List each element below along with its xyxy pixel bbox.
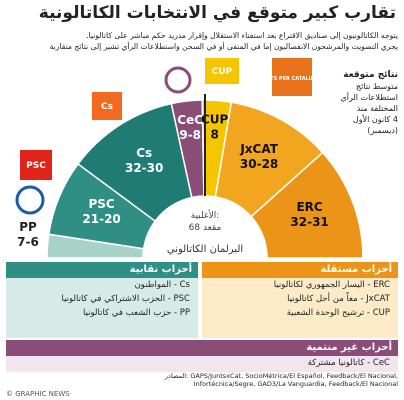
party-seats: 32-30 bbox=[125, 161, 163, 175]
majority-value: 68 مقعد bbox=[189, 223, 222, 233]
party-seats: 8 bbox=[210, 127, 218, 141]
credit: © GRAPHIC NEWS bbox=[6, 390, 70, 398]
party-name: JxCAT bbox=[239, 142, 278, 156]
sources: المصادر: GAPS/JuntsxCat, SocioMétrica/El… bbox=[165, 372, 398, 388]
party-logo bbox=[205, 58, 239, 84]
group-item: PSC - الحزب الاشتراكي في كاتالونيا bbox=[61, 294, 191, 304]
party-name: PP bbox=[19, 220, 37, 234]
group-heading: أحزاب مستقلة bbox=[202, 262, 398, 278]
party-seats: 32-31 bbox=[290, 215, 328, 229]
majority-label: الأغلبية: bbox=[191, 209, 220, 221]
seat-segment bbox=[250, 151, 364, 259]
party-logo bbox=[15, 185, 45, 215]
source-line: المصادر: GAPS/JuntsxCat, SocioMétrica/El… bbox=[164, 372, 398, 380]
title: تقارب كبير متوقع في الانتخابات الكاتالون… bbox=[38, 3, 396, 23]
group-heading: أحزاب غير منتمية bbox=[6, 340, 398, 356]
party-name: ERC bbox=[296, 200, 322, 214]
forecast-line: (ديسمبر) bbox=[367, 126, 398, 135]
parliament-chart: PP7-6PSC21-20PSCCs32-30CsCeC9-8CUP8CUPJx… bbox=[15, 58, 364, 259]
party-name: PSC bbox=[88, 197, 114, 211]
subtitle: يتوجه الكاتالونيون إلى صناديق الاقتراع ب… bbox=[50, 30, 398, 52]
group-item: PP - حزب الشعب في كاتالونيا bbox=[82, 308, 190, 318]
forecast-line: المختلفة منذ bbox=[356, 104, 398, 113]
party-logo bbox=[272, 58, 312, 96]
party-seats: 7-6 bbox=[17, 235, 39, 249]
group-item: JxCAT - معاً من أجل كاتالونيا bbox=[287, 294, 390, 304]
forecast-heading: نتائج متوقعة bbox=[343, 70, 398, 80]
party-group: أحزاب نقابية Cs - المواطنون PSC - الحزب ال… bbox=[6, 262, 198, 338]
party-group: أحزاب غير منتمية CeC - كاتالونيا مشتركة bbox=[6, 340, 398, 372]
party-logo bbox=[164, 66, 192, 94]
logo-text: Cs bbox=[101, 102, 113, 112]
subtitle-line: يتوجه الكاتالونيون إلى صناديق الاقتراع ب… bbox=[86, 31, 398, 40]
forecast-line: استطلاعات الرأي bbox=[340, 93, 398, 102]
subtitle-line: يجري التصويت والمرشحون الانفصاليون إما ف… bbox=[49, 42, 398, 51]
party-name: Cs bbox=[136, 146, 152, 160]
group-item: ERC - اليسار الجمهوري لكاتالونيا bbox=[273, 280, 390, 290]
group-heading: أحزاب نقابية bbox=[6, 262, 198, 278]
party-seats: 30-28 bbox=[240, 157, 278, 171]
parliament-label: البرلمان الكاتالوني bbox=[167, 244, 243, 255]
party-name: CUP bbox=[201, 112, 229, 126]
party-seats: 21-20 bbox=[82, 212, 120, 226]
logo-text: PSC bbox=[26, 161, 46, 171]
group-item: CeC - كاتالونيا مشتركة bbox=[307, 358, 390, 368]
logo-text: CUP bbox=[212, 67, 233, 77]
source-line: Infortécnica/Segre, GAD3/La Vanguardia, … bbox=[193, 380, 398, 388]
group-item: Cs - المواطنون bbox=[134, 280, 190, 290]
forecast-line: متوسط نتائج bbox=[355, 82, 398, 91]
party-seats: 9-8 bbox=[179, 128, 201, 142]
party-name: CeC bbox=[177, 113, 203, 127]
party-logo bbox=[92, 92, 122, 120]
logo-text: JUNTS PER CATALUNYA bbox=[259, 76, 324, 82]
forecast-note: نتائج متوقعة متوسط نتائج استطلاعات الرأي… bbox=[332, 70, 398, 136]
group-item: CUP - ترشيح الوحدة الشعبية bbox=[286, 308, 390, 318]
party-logo bbox=[20, 150, 52, 180]
forecast-line: 4 كانون الأول bbox=[352, 115, 398, 124]
party-group: أحزاب مستقلة ERC - اليسار الجمهوري لكاتال… bbox=[202, 262, 398, 338]
